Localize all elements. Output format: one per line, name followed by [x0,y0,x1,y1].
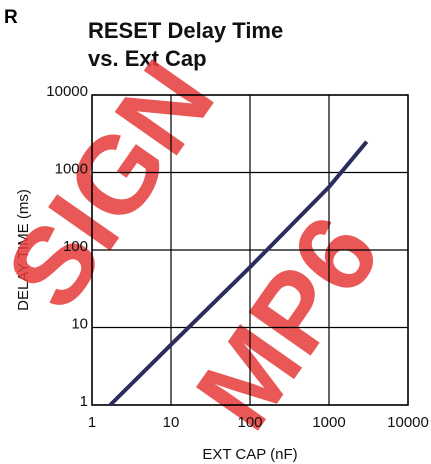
y-tick-label: 1000 [55,160,88,177]
x-tick-label: 100 [237,414,262,431]
x-tick-label: 1000 [312,414,345,431]
y-axis-label: DELAY TIME (ms) [15,189,32,311]
chart-title: RESET Delay Time [88,18,283,43]
data-line [108,140,369,407]
x-tick-label: 1 [88,414,96,431]
chart-title: vs. Ext Cap [88,46,207,71]
watermark-text: MP6 [173,195,403,451]
x-tick-label: 10 [163,414,180,431]
x-axis-label: EXT CAP (nF) [202,446,297,463]
y-tick-label: 1 [80,393,88,410]
y-tick-label: 100 [63,238,88,255]
x-tick-label: 10000 [387,414,429,431]
page-fragment: R [4,7,18,28]
watermark-text: SIGN [0,40,238,331]
y-tick-label: 10 [71,315,88,332]
y-tick-label: 10000 [46,83,88,100]
